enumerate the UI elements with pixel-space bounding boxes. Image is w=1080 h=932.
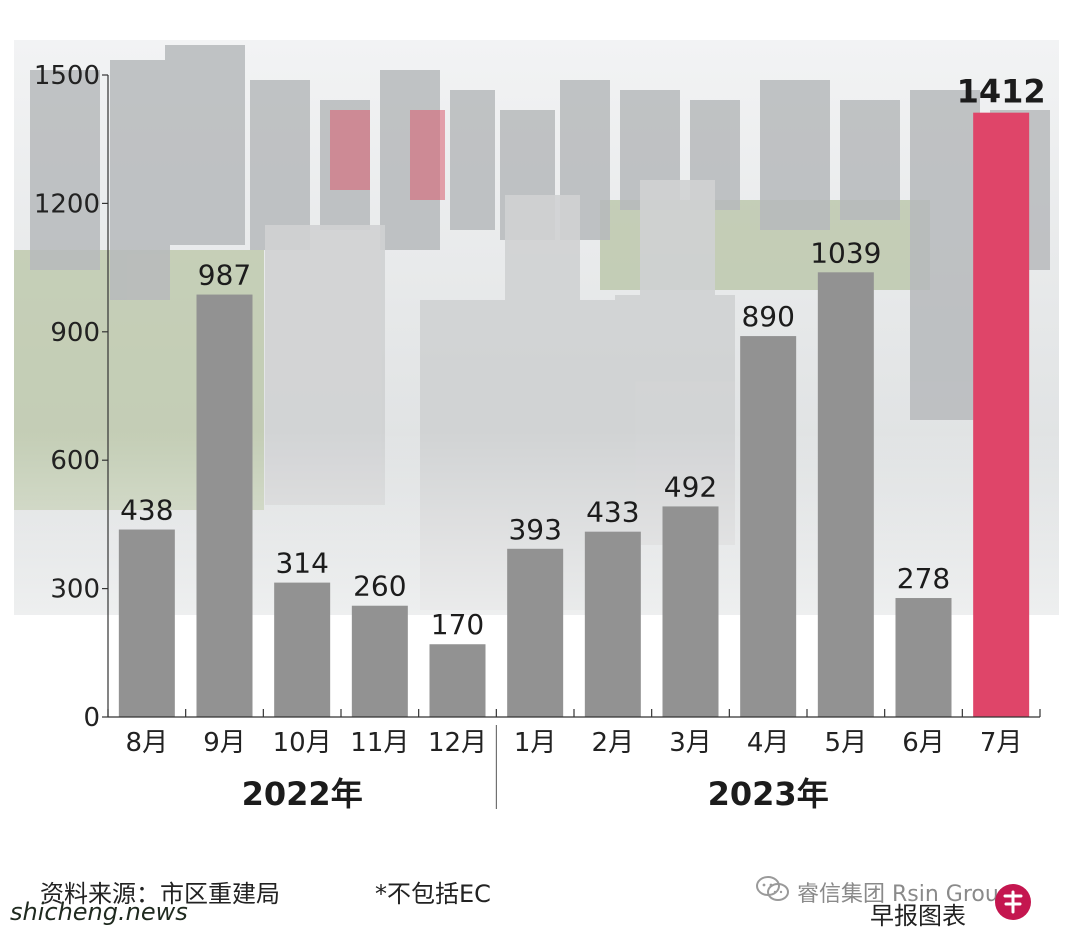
bar-value-label: 393: [508, 513, 561, 546]
graphic-label: 早报图表: [870, 902, 966, 930]
y-tick-label: 600: [50, 446, 100, 476]
zaobao-logo-icon: [995, 884, 1031, 920]
year-group-label: 2023年: [708, 775, 829, 813]
bar: [662, 506, 719, 717]
x-tick-label: 8月: [126, 728, 169, 758]
y-tick-label: 300: [50, 575, 100, 605]
y-tick-label: 0: [83, 703, 100, 733]
bar: [429, 644, 486, 717]
year-group-label: 2022年: [242, 775, 363, 813]
x-tick-label: 10月: [273, 728, 332, 758]
x-tick-label: 7月: [980, 728, 1023, 758]
bar-value-label: 438: [120, 494, 173, 527]
chart-footer: 资料来源：市区重建局 *不包括EC 睿信集团 Rsin Group 早报图表 s…: [0, 860, 1080, 932]
y-tick-label: 900: [50, 318, 100, 348]
bar-highlighted: [973, 112, 1030, 717]
bar-value-label: 314: [275, 547, 328, 580]
bar-value-label: 433: [586, 496, 639, 529]
bar: [817, 272, 874, 717]
x-tick-label: 12月: [428, 728, 487, 758]
x-tick-label: 11月: [350, 728, 409, 758]
bar-value-label: 890: [741, 300, 794, 333]
bar: [274, 582, 331, 717]
bar-value-label: 1039: [810, 236, 881, 269]
bar: [584, 531, 641, 717]
brand-area: 睿信集团 Rsin Group 早报图表: [755, 872, 1055, 930]
bars: [118, 112, 1030, 717]
bar-chart: 0 300 600 900 1200 1500 438 987 314 260 170 393 433…: [14, 40, 1059, 813]
x-tick-label: 2月: [592, 728, 635, 758]
bar-value-label: 278: [897, 562, 950, 595]
bar-value-label: 987: [198, 259, 251, 292]
year-groups: 2022年 2023年: [242, 725, 829, 813]
wechat-account-text: 睿信集团 Rsin Group: [797, 882, 1013, 907]
bar: [351, 605, 408, 717]
x-tick-label: 3月: [669, 728, 712, 758]
value-labels: 438 987 314 260 170 393 433 492 890 1039 278 1412: [120, 73, 1046, 642]
x-tick-label: 5月: [825, 728, 868, 758]
y-tick-label: 1500: [34, 61, 100, 91]
bar: [118, 529, 175, 717]
bar: [507, 548, 564, 717]
x-tick-label: 4月: [747, 728, 790, 758]
y-axis: 0 300 600 900 1200 1500: [34, 61, 109, 733]
bar: [895, 598, 952, 717]
x-tick-label: 6月: [902, 728, 945, 758]
wechat-icon: [756, 876, 789, 901]
bar: [740, 336, 797, 717]
bar-value-label: 1412: [957, 73, 1046, 111]
x-tick-label: 1月: [514, 728, 557, 758]
bar: [196, 294, 253, 717]
y-tick-label: 1200: [34, 189, 100, 219]
bar-value-label: 170: [431, 608, 484, 641]
watermark-text: shicheng.news: [10, 898, 188, 926]
bar-value-label: 492: [664, 470, 717, 503]
bar-value-label: 260: [353, 570, 406, 603]
x-axis: 8月 9月 10月 11月 12月 1月 2月 3月 4月 5月 6月 7月: [107, 709, 1041, 758]
source-text: 资料来源：市区重建局: [40, 880, 280, 908]
note-text: *不包括EC: [375, 880, 491, 908]
x-tick-label: 9月: [203, 728, 246, 758]
